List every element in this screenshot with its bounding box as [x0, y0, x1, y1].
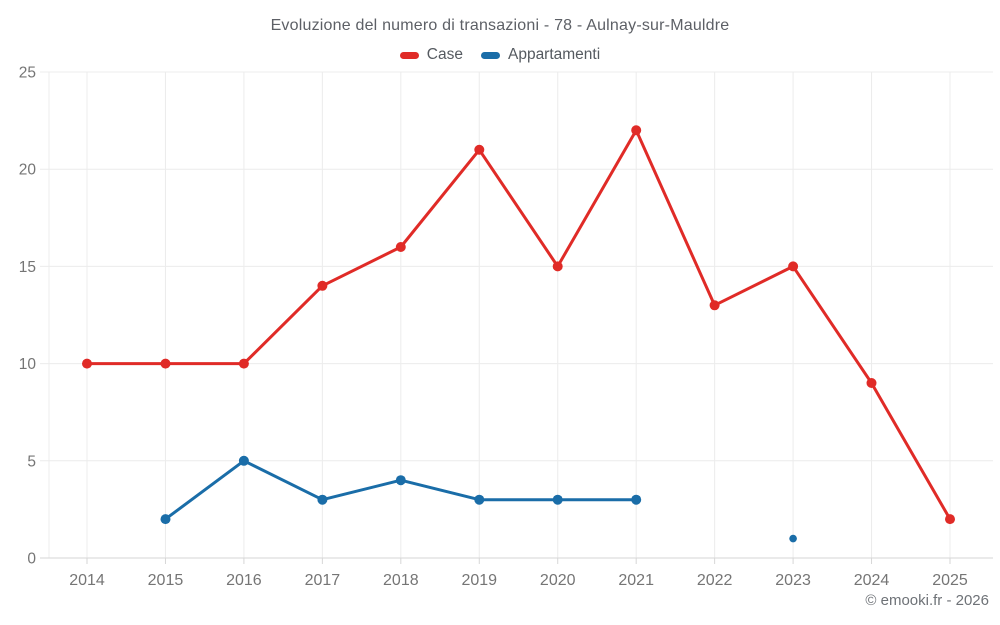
y-tick-label: 0	[27, 551, 36, 568]
y-grid-and-labels: 0 5 10 15 20 25	[19, 65, 993, 568]
data-point-case	[317, 280, 328, 291]
data-point-appartamenti	[317, 494, 328, 505]
data-point-case	[552, 261, 563, 272]
data-point-case	[82, 358, 92, 369]
y-tick-label: 25	[19, 65, 36, 82]
y-tick-label: 10	[19, 356, 37, 373]
data-point-case	[474, 144, 485, 155]
data-point-appartamenti	[238, 455, 249, 466]
legend-item-appartamenti[interactable]: Appartamenti	[480, 46, 601, 64]
data-point-case	[395, 242, 406, 252]
legend-item-case[interactable]: Case	[399, 46, 463, 64]
x-tick-label: 2015	[148, 572, 184, 589]
copyright-credit: © emooki.fr - 2026	[865, 592, 989, 609]
data-point-appartamenti	[631, 494, 642, 505]
case-series-swatch-icon	[399, 51, 419, 59]
x-tick-label: 2014	[69, 572, 105, 589]
x-tick-label: 2019	[461, 572, 497, 589]
x-tick-label: 2022	[697, 572, 733, 589]
x-tick-label: 2018	[383, 572, 419, 589]
legend-label-appartamenti: Appartamenti	[507, 46, 601, 63]
series-case	[82, 125, 955, 525]
y-tick-label: 5	[27, 453, 36, 470]
data-point-appartamenti	[789, 534, 797, 543]
x-tick-label: 2021	[618, 572, 654, 589]
y-tick-label: 15	[19, 259, 36, 276]
x-tick-label: 2016	[226, 572, 262, 589]
data-point-appartamenti	[395, 475, 406, 486]
data-point-case	[788, 261, 799, 272]
x-tick-label: 2017	[305, 572, 341, 589]
y-tick-label: 20	[19, 162, 37, 179]
data-point-case	[160, 358, 171, 369]
x-tick-label: 2024	[854, 572, 890, 589]
x-grid-and-labels: 2014 2015 2016 2017 2018 2019 2020 2021 2022 2023…	[69, 72, 968, 589]
x-tick-label: 2023	[775, 572, 811, 589]
chart-title: Evoluzione del numero di transazioni - 7…	[270, 17, 730, 34]
data-point-case	[945, 514, 955, 525]
data-point-case	[238, 358, 249, 369]
data-point-appartamenti	[474, 494, 485, 505]
series-appartamenti	[160, 455, 797, 543]
x-tick-label: 2025	[932, 572, 968, 589]
data-point-case	[709, 300, 720, 311]
data-point-appartamenti	[552, 494, 563, 505]
appartamenti-series-swatch-icon	[480, 51, 500, 59]
data-point-case	[631, 125, 642, 136]
x-tick-label: 2020	[540, 572, 576, 589]
data-point-case	[866, 378, 877, 388]
legend-label-case: Case	[426, 46, 463, 63]
chart-legend: Case Appartamenti	[0, 46, 1000, 64]
data-point-appartamenti	[160, 514, 171, 525]
